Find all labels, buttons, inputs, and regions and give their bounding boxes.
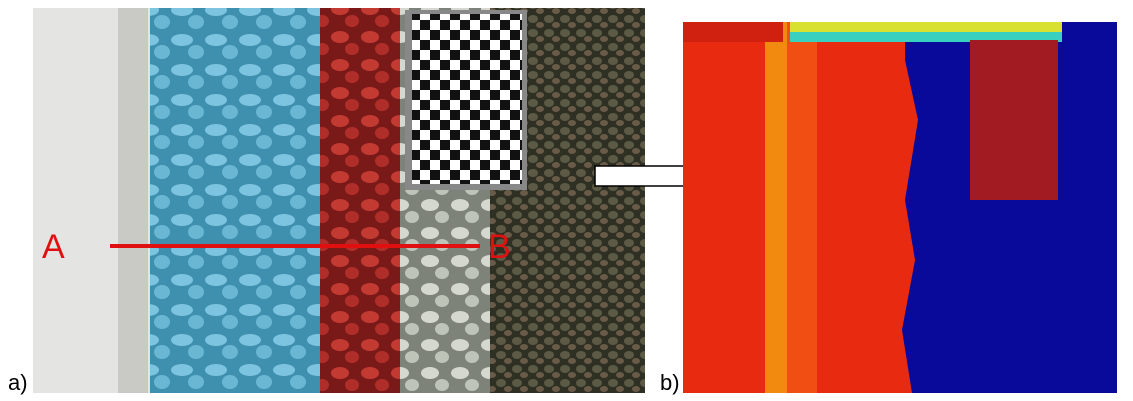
point-label: A (42, 228, 65, 266)
panel-label: a) (8, 370, 28, 395)
photo-a: A B (33, 8, 645, 393)
depth-map-b (683, 22, 1117, 393)
point-label: B (488, 228, 511, 266)
figure: A B a) b) (0, 0, 1133, 401)
panel-label: b) (660, 370, 680, 395)
